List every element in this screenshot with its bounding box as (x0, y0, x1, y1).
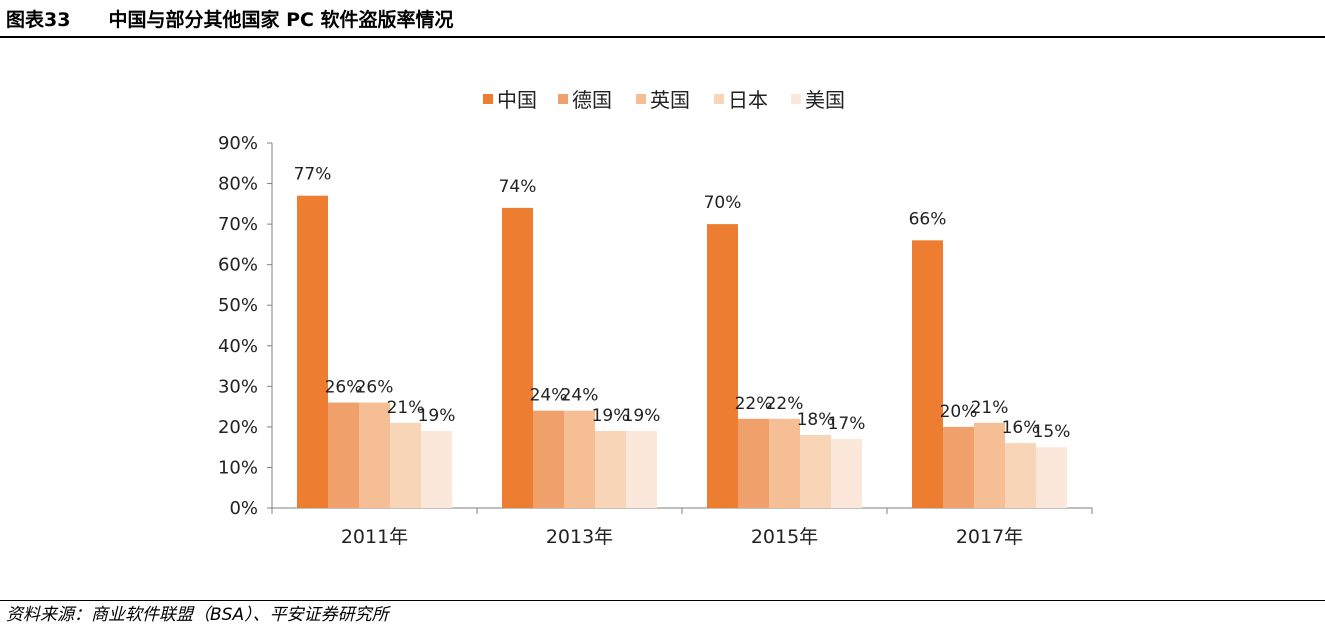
bar (769, 418, 800, 508)
x-category-label: 2017年 (956, 526, 1023, 548)
legend-label: 日本 (728, 88, 768, 112)
bar (1036, 447, 1067, 508)
data-label: 21% (387, 398, 425, 418)
bar (1005, 443, 1036, 508)
bar (297, 195, 328, 508)
data-label: 26% (325, 378, 363, 398)
bar (707, 224, 738, 508)
legend-swatch (636, 94, 646, 104)
legend-label: 中国 (497, 88, 537, 112)
bar (831, 439, 862, 508)
data-label: 18% (797, 410, 835, 430)
figure-title-text: 中国与部分其他国家 PC 软件盗版率情况 (108, 9, 454, 31)
y-tick-label: 50% (218, 295, 258, 316)
y-tick-label: 10% (218, 457, 258, 478)
y-tick-label: 0% (229, 498, 258, 519)
legend-label: 美国 (805, 88, 845, 112)
bar (738, 418, 769, 508)
legend-label: 英国 (650, 88, 690, 112)
y-tick-label: 90% (218, 133, 258, 154)
bar (502, 207, 533, 508)
legend-swatch (483, 94, 493, 104)
y-tick-label: 60% (218, 255, 258, 276)
bar (800, 435, 831, 508)
y-tick-label: 70% (218, 214, 258, 235)
data-label: 26% (356, 378, 394, 398)
bar (595, 430, 626, 508)
data-label: 20% (940, 402, 978, 422)
bar (421, 430, 452, 508)
x-category-label: 2011年 (341, 526, 408, 548)
bar (359, 402, 390, 508)
data-label: 24% (530, 386, 568, 406)
data-label: 15% (1033, 422, 1071, 442)
y-tick-label: 80% (218, 174, 258, 195)
legend-swatch (714, 94, 724, 104)
bar (564, 410, 595, 508)
bottom-rule (0, 600, 1325, 601)
data-label: 24% (561, 386, 599, 406)
bar (943, 426, 974, 508)
data-label: 19% (418, 406, 456, 426)
bar (974, 422, 1005, 508)
bar (912, 240, 943, 509)
data-label: 74% (499, 177, 537, 197)
data-label: 17% (828, 414, 866, 434)
data-label: 66% (909, 209, 947, 229)
x-category-label: 2013年 (546, 526, 613, 548)
data-label: 21% (971, 398, 1009, 418)
bar (533, 410, 564, 508)
y-tick-label: 40% (218, 336, 258, 357)
data-label: 16% (1002, 418, 1040, 438)
y-tick-label: 30% (218, 376, 258, 397)
legend-label: 德国 (572, 88, 612, 112)
y-tick-label: 20% (218, 417, 258, 438)
figure-label: 图表33 (6, 9, 71, 31)
bar (328, 402, 359, 508)
data-label: 77% (294, 165, 332, 185)
figure-title: 图表33 中国与部分其他国家 PC 软件盗版率情况 (6, 6, 454, 34)
x-category-label: 2015年 (751, 526, 818, 548)
legend-swatch (791, 94, 801, 104)
bar (626, 430, 657, 508)
data-label: 19% (592, 406, 630, 426)
data-label: 70% (704, 193, 742, 213)
bar (390, 422, 421, 508)
top-rule (0, 36, 1325, 38)
data-label: 19% (623, 406, 661, 426)
legend-swatch (558, 94, 568, 104)
data-label: 22% (766, 394, 804, 414)
bar-chart: 中国 德国 英国 日本 美国 0% 10% 20% 30% 40% 50% 60% 70% 80% 90% 7… (218, 88, 1093, 548)
data-label: 22% (735, 394, 773, 414)
source-note: 资料来源：商业软件联盟（BSA）、平安证券研究所 (6, 605, 389, 625)
